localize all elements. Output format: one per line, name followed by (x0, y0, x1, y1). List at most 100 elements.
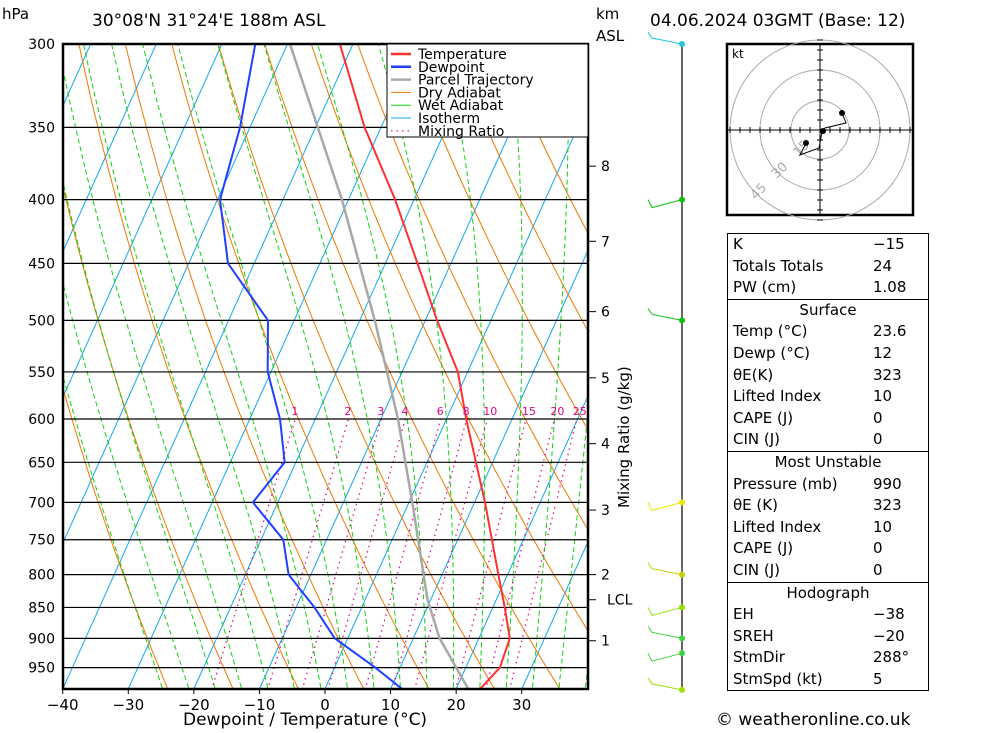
pressure-tick-label: 350 (28, 120, 55, 136)
stat-row: θE (K) 323 (728, 495, 928, 517)
pressure-tick-label: 850 (28, 600, 55, 616)
isotherm-line (63, 44, 157, 253)
mixing-ratio-line (364, 418, 442, 689)
indices-section: K −15 Totals Totals 24 PW (cm) 1.08 (728, 234, 928, 299)
wind-barb-icon (647, 626, 683, 639)
isotherm-line (63, 44, 289, 544)
stat-label: StmSpd (kt) (733, 669, 823, 688)
wet-adiabat-line (377, 44, 455, 689)
dry-adiabat-line (78, 44, 300, 689)
wet-adiabat-line (142, 44, 322, 689)
stat-row: StmDir 288° (728, 647, 928, 669)
stat-label: CAPE (J) (733, 539, 794, 558)
hodograph-point (820, 128, 826, 134)
wet-adiabat-line (316, 44, 428, 689)
stat-label: Lifted Index (733, 517, 822, 536)
dry-adiabat-line (264, 44, 561, 689)
pressure-tick-label: 400 (28, 193, 55, 209)
km-tick-label: 1 (601, 634, 610, 650)
dry-adiabat-line (403, 44, 588, 431)
stat-row: CAPE (J) 0 (728, 408, 928, 430)
pressure-tick-label: 300 (28, 37, 55, 53)
legend-label: Isotherm (418, 111, 480, 127)
pressure-unit: hPa (2, 5, 30, 23)
stat-value: 12 (873, 343, 893, 362)
parcel-trajectory-line (288, 44, 470, 689)
legend-label: Mixing Ratio (418, 124, 504, 140)
mixing-ratio-line (455, 418, 527, 689)
legend-label: Wet Adiabat (418, 98, 504, 114)
datetime-title: 04.06.2024 03GMT (Base: 12) (650, 11, 906, 31)
mixing-ratio-line (267, 418, 349, 689)
copyright-link[interactable]: © weatheronline.co.uk (716, 710, 911, 730)
stat-row: Pressure (mb) 990 (728, 474, 928, 496)
wet-adiabat-line (263, 44, 401, 689)
wet-adiabat-line (63, 66, 243, 689)
wind-barbs (647, 31, 685, 693)
km-tick-label: 4 (601, 437, 610, 453)
stat-row: θE(K) 323 (728, 365, 928, 387)
stat-row: K −15 (728, 234, 928, 256)
stat-row: EH −38 (728, 604, 928, 626)
legend-label: Parcel Trajectory (418, 73, 534, 89)
wet-adiabat-line (111, 44, 296, 689)
stat-row: PW (cm) 1.08 (728, 277, 928, 299)
stat-row: CIN (J) 0 (728, 429, 928, 451)
hodograph-point (803, 140, 809, 146)
hodograph-point (839, 110, 845, 116)
mixing-ratio-label: 10 (483, 405, 497, 418)
x-tick-label: 30 (512, 696, 531, 714)
pressure-tick-label: 900 (28, 631, 55, 647)
stat-row: StmSpd (kt) 5 (728, 669, 928, 691)
pressure-tick-label: 550 (28, 365, 55, 381)
pressure-tick-label: 750 (28, 533, 55, 549)
section-title: Most Unstable (774, 452, 882, 471)
dry-adiabat-line (949, 26, 1000, 696)
stat-value: 323 (873, 496, 902, 515)
hodograph-section: Hodograph EH −38 SREH −20 StmDir 288° StmSp… (728, 581, 928, 691)
dry-adiabat-line (450, 44, 588, 333)
dry-adiabat-line (357, 44, 588, 531)
km-tick-label: 3 (601, 503, 610, 519)
mixing-ratio-line (485, 418, 555, 689)
pressure-tick-label: 650 (28, 455, 55, 471)
stat-value: 10 (873, 517, 893, 536)
wet-adiabat-line (443, 44, 486, 689)
km-tick-label: 8 (601, 159, 610, 175)
dry-adiabat-line (995, 26, 1000, 696)
surface-section: Surface Temp (°C) 23.6 Dewp (°C) 12 θE(K) 3… (728, 298, 928, 451)
pressure-tick-label: 950 (28, 661, 55, 677)
stat-label: K (733, 235, 743, 253)
pressure-tick-label: 600 (28, 412, 55, 428)
dry-adiabat-line (217, 44, 496, 689)
x-tick-label: −10 (244, 696, 276, 714)
km-tick-label: 7 (601, 234, 610, 250)
section-title: Hodograph (786, 583, 870, 602)
asl-label: ASL (596, 27, 625, 45)
mixing-ratio-axis-label: Mixing Ratio (g/kg) (615, 366, 633, 508)
pressure-lines (63, 43, 588, 669)
stat-value: −15 (873, 235, 905, 253)
stat-label: CIN (J) (733, 430, 781, 449)
mixing-ratio-label: 6 (437, 405, 444, 418)
most-unstable-section: Most Unstable Pressure (mb) 990 θE (K) 323… (728, 450, 928, 582)
x-tick-label: 20 (447, 696, 466, 714)
stat-label: SREH (733, 626, 774, 645)
wind-barb-icon (647, 652, 683, 662)
profile-series (218, 44, 511, 689)
wind-barb-icon (647, 199, 683, 209)
x-axis-label: Dewpoint / Temperature (°C) (183, 710, 428, 730)
isotherm-line (127, 44, 420, 689)
mixing-ratio-label: 20 (550, 405, 564, 418)
stat-value: −20 (873, 626, 905, 645)
pressure-tick-label: 500 (28, 313, 55, 329)
stat-label: StmDir (733, 648, 785, 667)
dry-adiabat-line (496, 44, 588, 235)
stat-row: Totals Totals 24 (728, 256, 928, 278)
dry-adiabat-line (63, 386, 169, 689)
wind-barb-icon (647, 501, 683, 511)
stat-label: θE (K) (733, 496, 778, 515)
x-tick-label: 0 (320, 696, 330, 714)
